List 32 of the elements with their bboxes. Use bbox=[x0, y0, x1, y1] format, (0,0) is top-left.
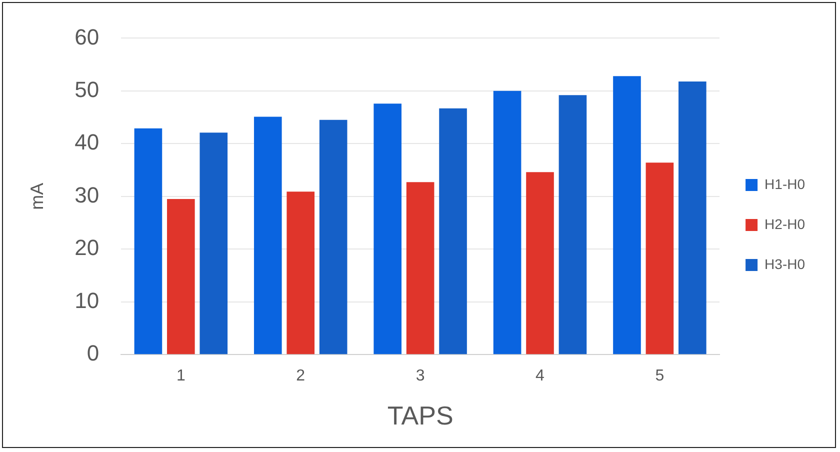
legend-label: H2-H0 bbox=[764, 216, 806, 232]
bar bbox=[439, 108, 467, 354]
y-tick-label: 10 bbox=[74, 288, 100, 313]
x-tick-label: 4 bbox=[536, 368, 545, 385]
x-tick-label: 2 bbox=[296, 368, 306, 385]
legend-label: H3-H0 bbox=[764, 256, 806, 272]
bar bbox=[678, 81, 706, 354]
y-axis-title: mA bbox=[26, 182, 47, 210]
bar bbox=[613, 76, 641, 354]
bar bbox=[286, 192, 315, 354]
bar bbox=[254, 116, 282, 354]
bar bbox=[167, 199, 195, 354]
bar bbox=[406, 182, 434, 354]
bar bbox=[134, 128, 162, 354]
x-axis-title: TAPS bbox=[387, 400, 454, 431]
legend-label: H1-H0 bbox=[764, 176, 806, 192]
bar bbox=[200, 132, 228, 354]
x-tick-label: 3 bbox=[416, 368, 425, 385]
y-tick-label: 60 bbox=[74, 24, 100, 50]
bar bbox=[558, 95, 587, 354]
y-tick-label: 40 bbox=[74, 130, 100, 155]
y-tick-label: 0 bbox=[86, 340, 100, 366]
x-tick-label: 1 bbox=[176, 368, 186, 385]
bar bbox=[319, 120, 348, 354]
bar bbox=[646, 162, 674, 354]
x-tick-label: 5 bbox=[655, 368, 664, 385]
y-tick-label: 20 bbox=[74, 235, 100, 260]
bar bbox=[526, 172, 554, 354]
y-tick-label: 30 bbox=[74, 182, 100, 208]
bar bbox=[374, 104, 402, 354]
bar bbox=[493, 90, 522, 354]
y-tick-label: 50 bbox=[74, 76, 100, 102]
